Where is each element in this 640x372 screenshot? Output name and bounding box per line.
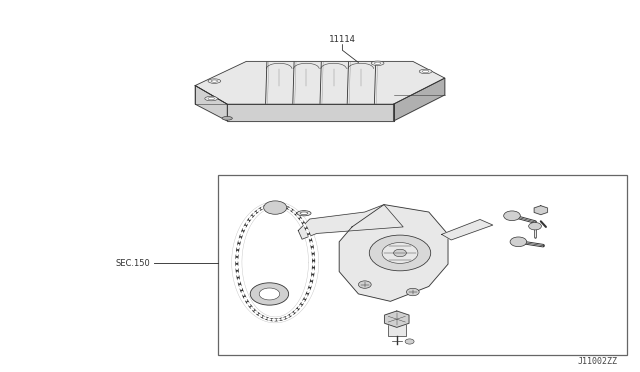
Ellipse shape <box>371 61 384 65</box>
Polygon shape <box>339 205 448 301</box>
Circle shape <box>510 237 527 247</box>
Circle shape <box>406 288 419 296</box>
Polygon shape <box>534 206 547 215</box>
Ellipse shape <box>297 211 311 216</box>
Circle shape <box>259 288 280 300</box>
Text: SEC.150: SEC.150 <box>116 259 150 268</box>
Polygon shape <box>195 86 227 121</box>
Polygon shape <box>394 78 445 121</box>
Polygon shape <box>298 205 403 239</box>
Circle shape <box>529 222 541 230</box>
Text: 11114: 11114 <box>329 35 356 44</box>
Circle shape <box>264 201 287 214</box>
Bar <box>218 175 627 355</box>
Circle shape <box>504 211 520 221</box>
Polygon shape <box>385 311 409 327</box>
Ellipse shape <box>422 70 429 73</box>
Bar <box>388 318 406 336</box>
Circle shape <box>394 249 406 257</box>
Ellipse shape <box>300 212 308 215</box>
Ellipse shape <box>222 116 232 120</box>
Circle shape <box>250 283 289 305</box>
Ellipse shape <box>208 97 214 100</box>
Circle shape <box>358 281 371 288</box>
Ellipse shape <box>211 80 218 82</box>
Ellipse shape <box>205 96 218 101</box>
Ellipse shape <box>208 79 221 83</box>
Circle shape <box>369 235 431 271</box>
Ellipse shape <box>419 69 432 74</box>
Polygon shape <box>227 104 394 121</box>
Polygon shape <box>442 219 493 240</box>
Text: J11002ZZ: J11002ZZ <box>578 357 618 366</box>
Circle shape <box>382 243 418 263</box>
Circle shape <box>405 339 414 344</box>
Polygon shape <box>195 61 445 104</box>
Ellipse shape <box>374 62 381 64</box>
